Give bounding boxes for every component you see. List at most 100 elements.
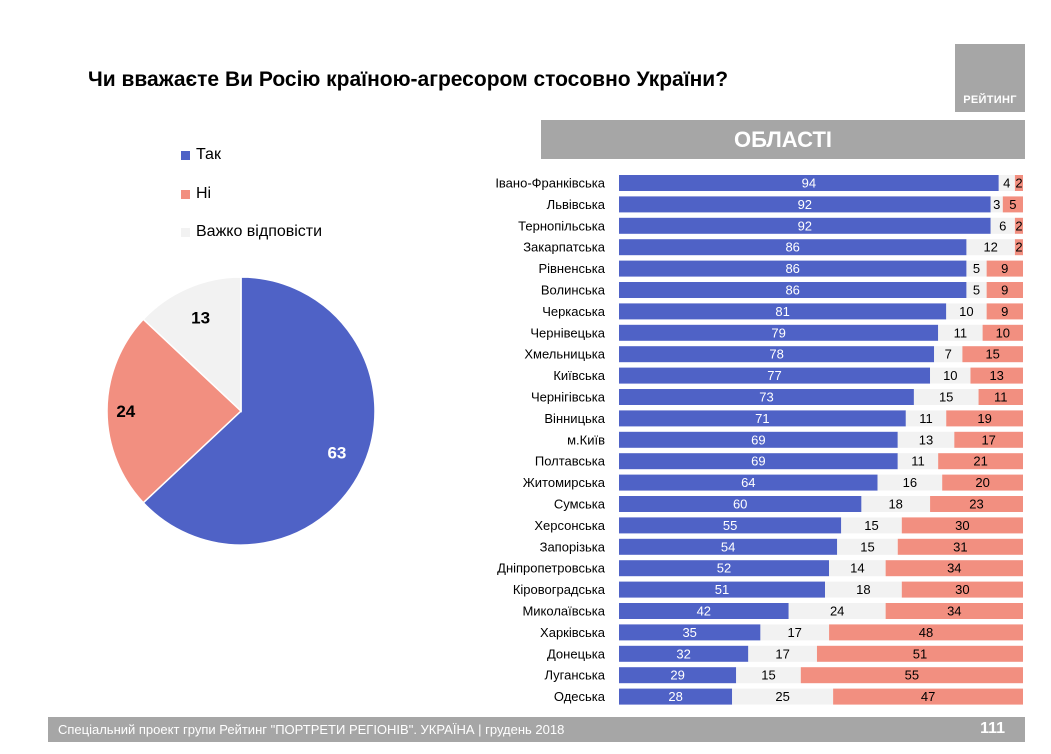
bar-row: Кіровоградська 51 18 30 — [513, 581, 1023, 598]
bar-no — [800, 667, 1023, 684]
bar-hard — [748, 645, 817, 662]
value-label-yes: 60 — [733, 497, 747, 512]
value-label-hard: 18 — [888, 497, 902, 512]
bar-row: Вінницька 71 11 19 — [544, 410, 1023, 427]
bar-yes — [619, 560, 830, 577]
bar-no — [901, 517, 1023, 534]
bar-yes — [619, 624, 761, 641]
value-label-no: 34 — [947, 604, 961, 619]
value-label-hard: 14 — [850, 561, 864, 576]
bar-row: Одеська 28 25 47 — [554, 688, 1023, 705]
chart-title: Чи вважаєте Ви Росію країною-агресором с… — [88, 68, 729, 91]
bar-yes — [619, 239, 967, 256]
value-label-no: 51 — [913, 646, 927, 661]
bar-no — [962, 346, 1023, 363]
bar-no — [885, 560, 1023, 577]
category-label: Херсонська — [534, 518, 605, 533]
bar-hard — [938, 324, 983, 341]
value-label-yes: 29 — [670, 668, 684, 683]
value-label-yes: 32 — [676, 646, 690, 661]
category-label: Сумська — [554, 497, 606, 512]
category-label: Чернівецька — [530, 325, 605, 340]
bar-no — [986, 260, 1023, 277]
bar-hard — [905, 410, 947, 427]
value-label-yes: 79 — [771, 325, 785, 340]
bar-hard — [841, 517, 902, 534]
legend-swatch-yes — [181, 151, 190, 160]
category-label: Тернопільська — [518, 218, 606, 233]
value-label-hard: 24 — [830, 604, 844, 619]
bar-row: Волинська 86 5 9 — [541, 282, 1023, 298]
bar-no — [946, 410, 1023, 427]
value-label-no: 47 — [921, 689, 935, 704]
bar-hard — [946, 303, 987, 320]
category-label: Одеська — [554, 689, 606, 704]
pie-slice-yes — [142, 276, 376, 546]
bar-no — [833, 688, 1023, 705]
value-label-hard: 11 — [919, 411, 933, 426]
footer-text: Спеціальний проект групи Рейтинг "ПОРТРЕ… — [58, 722, 565, 737]
value-label-yes: 69 — [751, 432, 765, 447]
value-label-yes: 86 — [785, 283, 799, 298]
bar-row: м.Київ 69 13 17 — [567, 431, 1023, 448]
bar-yes — [619, 645, 749, 662]
value-label-yes: 69 — [751, 454, 765, 469]
bar-yes — [619, 324, 939, 341]
value-label-hard: 7 — [945, 347, 952, 362]
footer: Спеціальний проект групи Рейтинг "ПОРТРЕ… — [48, 717, 1025, 742]
bar-row: Черкаська 81 10 9 — [542, 303, 1023, 320]
value-label-no: 11 — [994, 390, 1008, 405]
bar-row: Київська 77 10 13 — [553, 367, 1023, 384]
value-label-no: 21 — [973, 454, 987, 469]
value-label-hard: 13 — [919, 432, 933, 447]
value-label-yes: 52 — [717, 561, 731, 576]
value-label-no: 23 — [969, 497, 983, 512]
bar-yes — [619, 389, 914, 405]
category-label: Житомирська — [523, 475, 606, 490]
bar-row: Херсонська 55 15 30 — [534, 517, 1023, 534]
bar-yes — [619, 453, 898, 470]
page-number: 111 — [980, 720, 1005, 737]
value-label-yes: 73 — [759, 390, 773, 405]
value-label-hard: 5 — [973, 261, 980, 276]
value-label-no: 2 — [1015, 176, 1022, 191]
bar-hard — [861, 496, 931, 512]
bar-row: Закарпатська 86 12 2 — [523, 239, 1023, 256]
value-label-no: 5 — [1009, 197, 1016, 212]
bar-row: Донецька 32 17 51 — [547, 645, 1023, 662]
bar-row: Харківська 35 17 48 — [540, 624, 1023, 641]
bar-hard — [732, 688, 834, 705]
category-label: Харківська — [540, 625, 606, 640]
value-label-yes: 86 — [785, 261, 799, 276]
legend-label-no: Ні — [196, 185, 212, 202]
category-label: Полтавська — [535, 454, 606, 469]
category-label: Донецька — [547, 646, 606, 661]
value-label-hard: 15 — [860, 539, 874, 554]
logo-text: РЕЙТИНГ — [963, 94, 1017, 106]
bar-hard — [998, 175, 1015, 191]
value-label-no: 15 — [985, 347, 999, 362]
category-label: Львівська — [547, 197, 606, 212]
value-label-hard: 11 — [954, 325, 968, 340]
bar-hard — [990, 196, 1003, 213]
bar-row: Миколаївська 42 24 34 — [522, 603, 1023, 619]
bar-no — [970, 367, 1023, 384]
bar-yes — [619, 346, 935, 363]
bar-no — [901, 581, 1023, 598]
bar-no — [986, 282, 1023, 298]
bar-hard — [829, 560, 886, 577]
category-label: Київська — [553, 368, 605, 383]
value-label-hard: 5 — [973, 283, 980, 298]
value-label-yes: 51 — [715, 582, 729, 597]
value-label-yes: 35 — [682, 625, 696, 640]
value-label-hard: 10 — [959, 304, 973, 319]
bar-yes — [619, 474, 878, 491]
value-label-hard: 4 — [1003, 176, 1010, 191]
bar-no — [938, 453, 1023, 470]
bar-row: Полтавська 69 11 21 — [535, 453, 1023, 470]
category-label: Волинська — [541, 283, 606, 298]
bar-no — [816, 645, 1023, 662]
value-label-hard: 12 — [983, 240, 997, 255]
bar-row: Хмельницька 78 7 15 — [524, 346, 1023, 363]
bar-row: Луганська 29 15 55 — [544, 667, 1023, 684]
